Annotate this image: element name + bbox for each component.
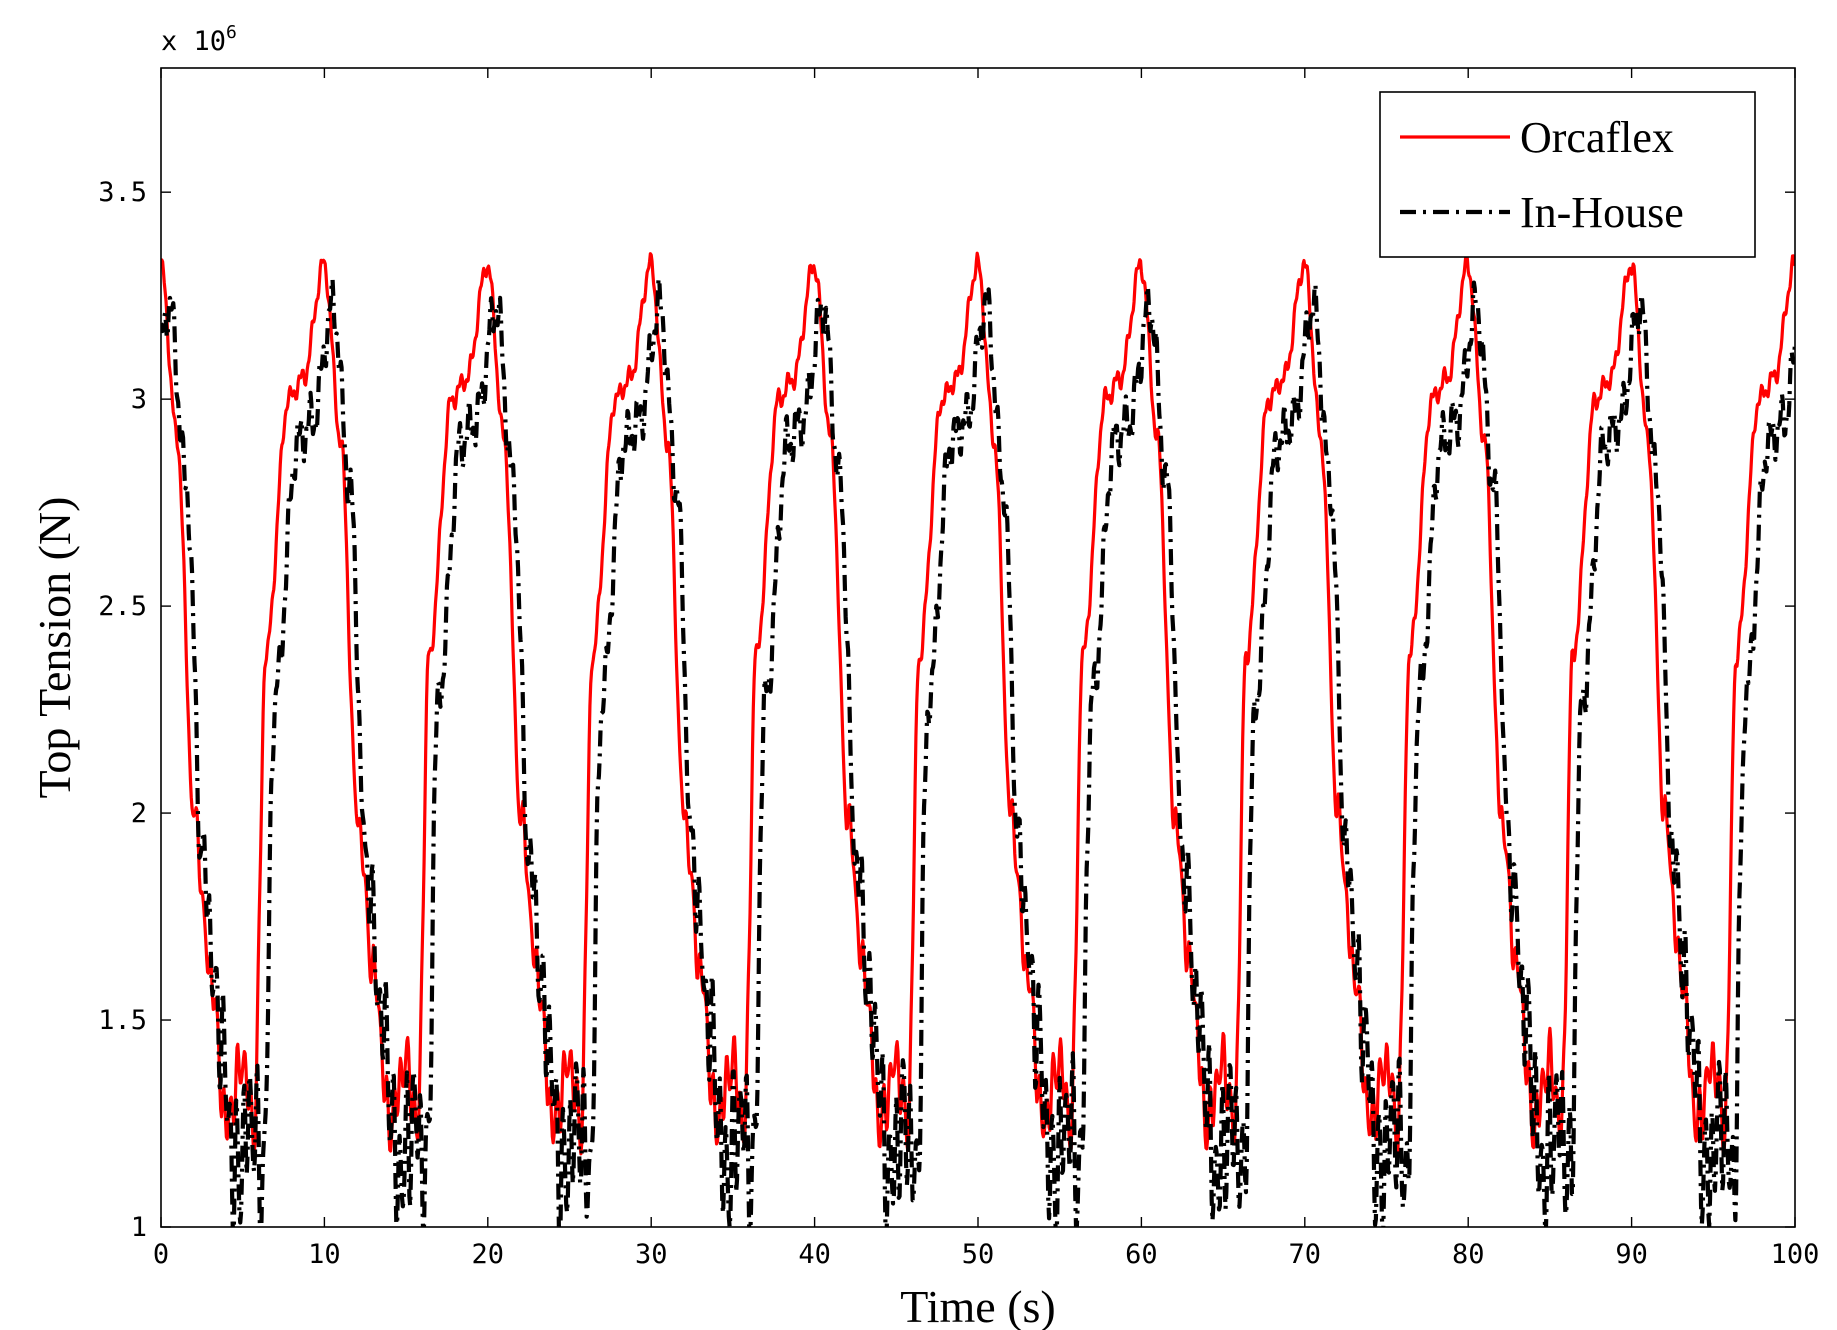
x-tick-label: 80 bbox=[1452, 1239, 1485, 1270]
x-tick-label: 40 bbox=[798, 1239, 831, 1270]
y-tick-label: 1 bbox=[131, 1212, 147, 1243]
legend-label-in-house: In-House bbox=[1520, 188, 1684, 237]
y-tick-label: 2 bbox=[131, 798, 147, 829]
x-tick-label: 60 bbox=[1125, 1239, 1158, 1270]
x-tick-label: 30 bbox=[635, 1239, 668, 1270]
y-tick-label: 3.5 bbox=[98, 177, 147, 208]
axes-layer: 0 10 20 30 40 50 60 70 80 90 100 1 1.5 2 2.5 3 3.5 x 106 T… bbox=[29, 22, 1819, 1330]
y-axis-title: Top Tension (N) bbox=[29, 497, 80, 799]
x-tick-label: 100 bbox=[1771, 1239, 1820, 1270]
y-tick-label: 1.5 bbox=[98, 1005, 147, 1036]
x-tick-label: 10 bbox=[308, 1239, 341, 1270]
x-tick-label: 90 bbox=[1615, 1239, 1648, 1270]
series-line-in-house bbox=[161, 276, 1795, 1227]
legend-label-orcaflex: Orcaflex bbox=[1520, 113, 1674, 162]
y-tick-label: 3 bbox=[131, 384, 147, 415]
x-tick-label: 0 bbox=[153, 1239, 169, 1270]
legend-box bbox=[1379, 91, 1756, 258]
x-tick-label: 70 bbox=[1289, 1239, 1322, 1270]
x-tick-label: 20 bbox=[472, 1239, 505, 1270]
x-tick-label: 50 bbox=[962, 1239, 995, 1270]
x-axis-title: Time (s) bbox=[900, 1281, 1056, 1330]
series-layer bbox=[161, 251, 1795, 1227]
y-tick-label: 2.5 bbox=[98, 591, 147, 622]
legend: Orcaflex In-House bbox=[1379, 91, 1756, 258]
y-axis-multiplier: x 106 bbox=[161, 22, 237, 57]
